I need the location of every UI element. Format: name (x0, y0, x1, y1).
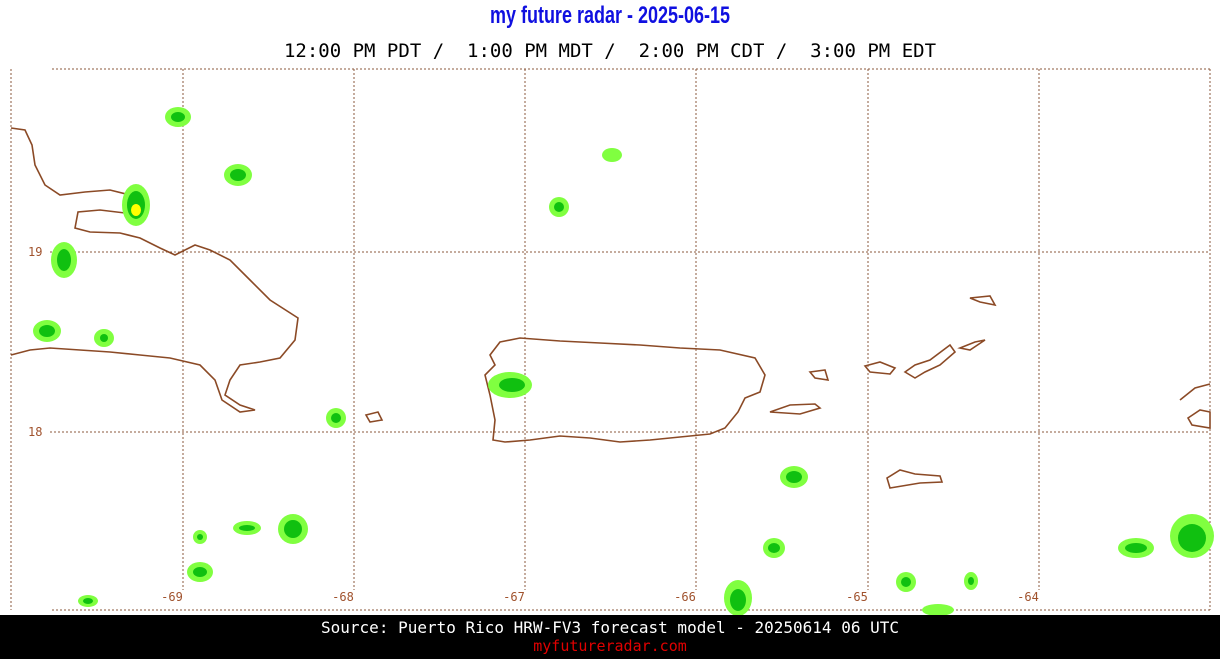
grid (10, 68, 1211, 611)
axis-labels: 19 18 -69 -68 -67 -66 -65 -64 (28, 245, 1039, 604)
lon-label: -64 (1017, 590, 1039, 604)
site-link[interactable]: myfutureradar.com (533, 637, 687, 655)
coastlines (10, 127, 1211, 489)
subtitle: 12:00 PM PDT / 1:00 PM MDT / 2:00 PM CDT… (283, 40, 937, 62)
source: Source: Puerto Rico HRW-FV3 forecast mod… (321, 618, 899, 637)
lat-label: 19 (28, 245, 42, 259)
lon-label: -66 (674, 590, 696, 604)
lon-label: -69 (161, 590, 183, 604)
lon-label: -65 (846, 590, 868, 604)
title: my future radar - 2025-06-15 (489, 2, 731, 29)
lon-label: -68 (332, 590, 354, 604)
lon-label: -67 (503, 590, 525, 604)
footer: Source: Puerto Rico HRW-FV3 forecast mod… (0, 615, 1220, 659)
map: 19 18 -69 -68 -67 -66 -65 -64 (10, 68, 1214, 615)
radar-echoes (33, 107, 1214, 615)
lat-label: 18 (28, 425, 42, 439)
